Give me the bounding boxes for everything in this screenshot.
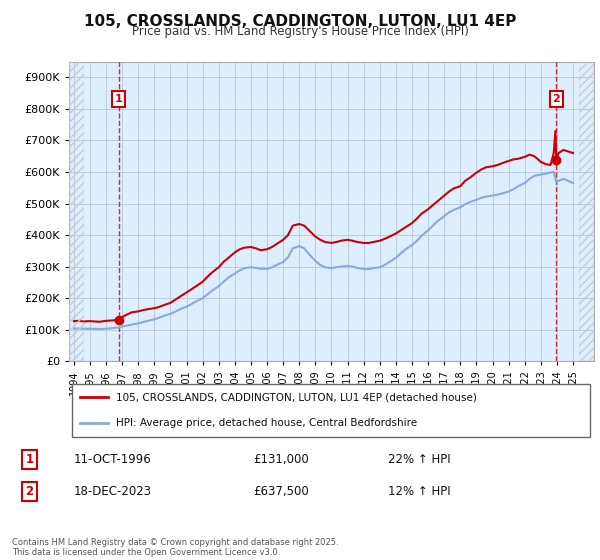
Text: 2: 2: [553, 94, 560, 104]
Text: £637,500: £637,500: [253, 485, 309, 498]
Text: 22% ↑ HPI: 22% ↑ HPI: [388, 453, 451, 466]
Text: 105, CROSSLANDS, CADDINGTON, LUTON, LU1 4EP: 105, CROSSLANDS, CADDINGTON, LUTON, LU1 …: [84, 14, 516, 29]
Text: 1: 1: [115, 94, 122, 104]
Text: 11-OCT-1996: 11-OCT-1996: [74, 453, 151, 466]
Text: 1: 1: [25, 453, 34, 466]
Text: 12% ↑ HPI: 12% ↑ HPI: [388, 485, 451, 498]
Text: £131,000: £131,000: [253, 453, 309, 466]
Text: Price paid vs. HM Land Registry's House Price Index (HPI): Price paid vs. HM Land Registry's House …: [131, 25, 469, 38]
Text: Contains HM Land Registry data © Crown copyright and database right 2025.
This d: Contains HM Land Registry data © Crown c…: [12, 538, 338, 557]
Text: HPI: Average price, detached house, Central Bedfordshire: HPI: Average price, detached house, Cent…: [116, 418, 418, 428]
Text: 2: 2: [25, 485, 34, 498]
Text: 105, CROSSLANDS, CADDINGTON, LUTON, LU1 4EP (detached house): 105, CROSSLANDS, CADDINGTON, LUTON, LU1 …: [116, 392, 477, 402]
FancyBboxPatch shape: [71, 384, 590, 437]
Text: 18-DEC-2023: 18-DEC-2023: [74, 485, 152, 498]
